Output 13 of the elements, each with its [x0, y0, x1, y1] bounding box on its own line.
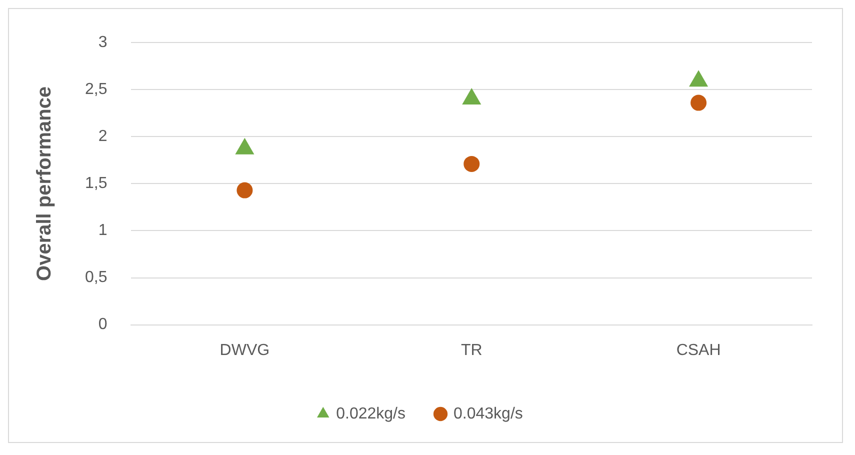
y-tick-label: 2,5	[84, 81, 108, 98]
x-tick-label: TR	[460, 342, 482, 359]
y-tick-label: 1	[98, 222, 108, 240]
legend-label: 0.043kg/s	[454, 405, 523, 422]
y-tick-label: 0,5	[84, 269, 108, 286]
y-tick-label: 2	[98, 128, 108, 146]
y-axis-title: Overall performance	[34, 86, 56, 281]
y-tick-label: 1,5	[84, 175, 108, 192]
x-tick-label: CSAH	[676, 342, 721, 359]
y-tick-label: 3	[98, 34, 108, 52]
x-tick-label: DWVG	[220, 342, 270, 359]
y-tick-label: 0	[98, 316, 108, 334]
legend-label: 0.022kg/s	[336, 405, 406, 422]
